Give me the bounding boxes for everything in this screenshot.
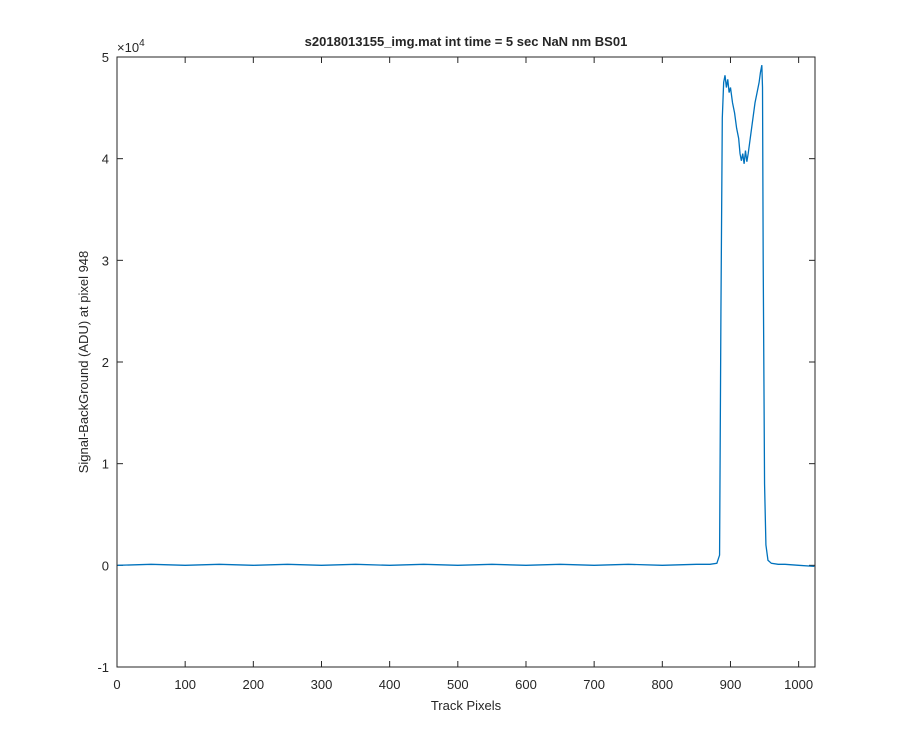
- y-axis-label: Signal-BackGround (ADU) at pixel 948: [76, 251, 91, 474]
- x-tick-label: 500: [447, 677, 469, 692]
- x-axis-label: Track Pixels: [431, 698, 502, 713]
- y-tick-label: 1: [102, 457, 109, 472]
- x-tick-label: 700: [583, 677, 605, 692]
- data-line: [117, 65, 815, 567]
- x-tick-label: 200: [242, 677, 264, 692]
- x-tick-label: 400: [379, 677, 401, 692]
- x-tick-label: 900: [720, 677, 742, 692]
- y-tick-label: 5: [102, 50, 109, 65]
- x-tick-label: 300: [311, 677, 333, 692]
- y-tick-label: 3: [102, 253, 109, 268]
- x-tick-label: 0: [113, 677, 120, 692]
- plot-area: [116, 56, 816, 668]
- x-tick-label: 1000: [784, 677, 813, 692]
- y-tick-label: 0: [102, 558, 109, 573]
- y-exponent: ×104: [117, 38, 145, 55]
- y-tick-label: 2: [102, 355, 109, 370]
- chart-title: s2018013155_img.mat int time = 5 sec NaN…: [305, 34, 628, 49]
- y-tick-label: -1: [97, 660, 109, 675]
- y-tick-label: 4: [102, 152, 109, 167]
- x-tick-label: 800: [651, 677, 673, 692]
- y-exponent-base: ×10: [117, 40, 139, 55]
- x-tick-label: 600: [515, 677, 537, 692]
- x-tick-label: 100: [174, 677, 196, 692]
- y-exponent-power: 4: [139, 38, 145, 49]
